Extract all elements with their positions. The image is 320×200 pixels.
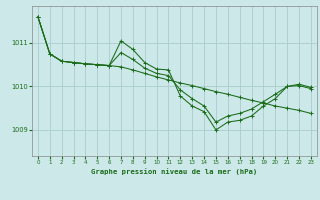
X-axis label: Graphe pression niveau de la mer (hPa): Graphe pression niveau de la mer (hPa)	[91, 168, 258, 175]
